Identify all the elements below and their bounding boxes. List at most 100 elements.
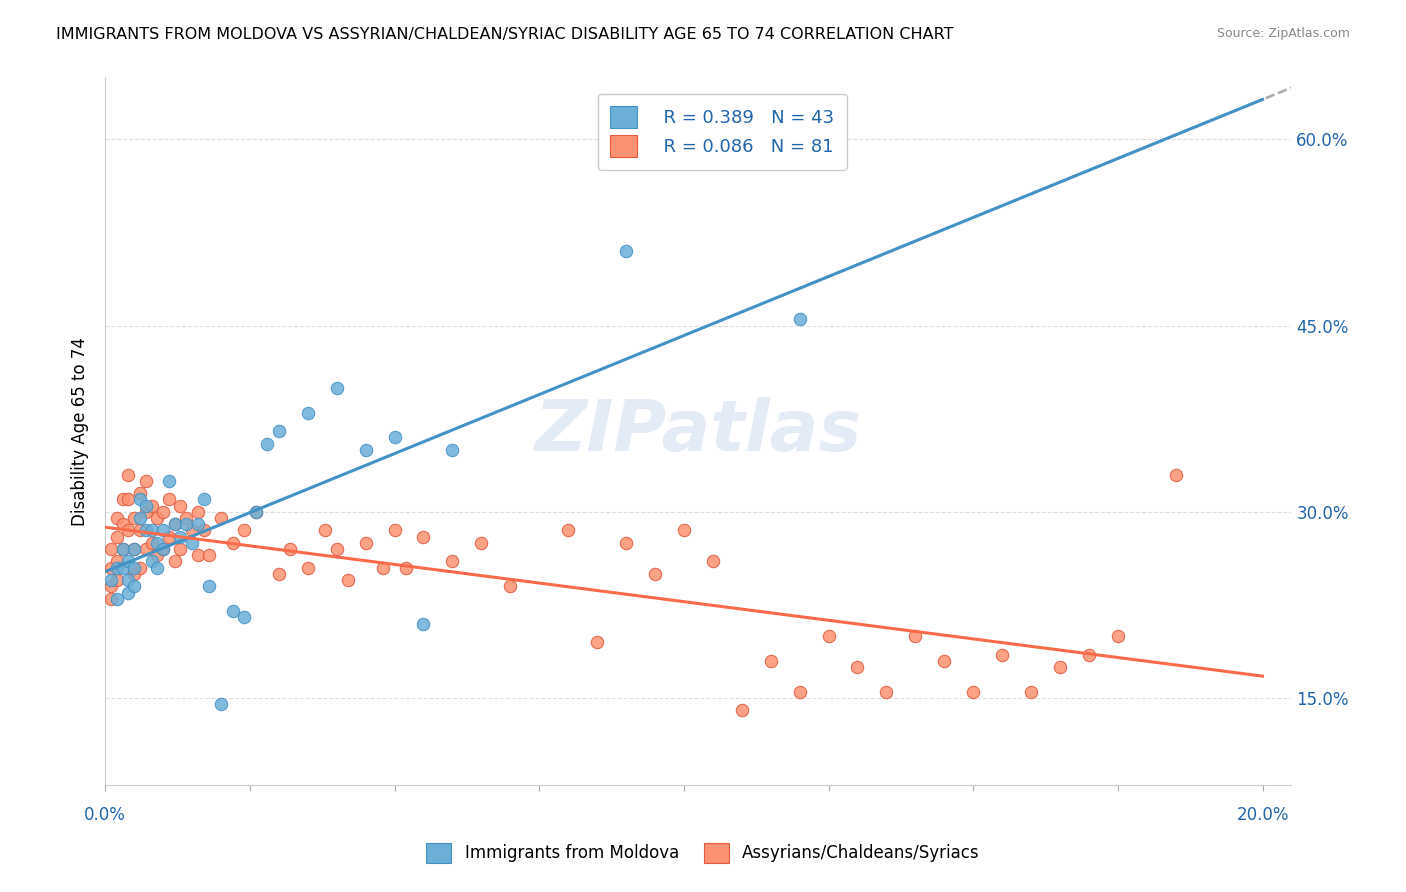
Point [384,524,406,538]
Point [100,560,122,574]
Point [846,660,869,674]
Point [117,573,139,587]
Point [789,685,811,699]
Point [117,492,139,507]
Point [672,524,695,538]
Point [187,517,209,532]
Point [325,381,347,395]
Point [962,685,984,699]
Point [245,505,267,519]
Point [297,560,319,574]
Point [100,573,122,587]
Point [122,511,145,525]
Point [117,524,139,538]
Point [117,467,139,482]
Point [152,505,174,519]
Point [146,536,169,550]
Point [100,591,122,606]
Point [105,573,128,587]
Point [337,573,360,587]
Legend:   R = 0.389   N = 43,   R = 0.086   N = 81: R = 0.389 N = 43, R = 0.086 N = 81 [598,94,846,170]
Point [152,542,174,557]
Point [441,442,464,457]
Point [174,517,197,532]
Point [111,542,134,557]
Point [209,511,232,525]
Point [122,542,145,557]
Point [267,566,290,581]
Point [193,492,215,507]
Point [904,629,927,643]
Point [152,542,174,557]
Point [117,585,139,599]
Point [157,530,180,544]
Point [105,511,128,525]
Point [111,517,134,532]
Point [384,430,406,444]
Point [141,524,163,538]
Point [441,554,464,568]
Point [280,542,302,557]
Point [991,648,1014,662]
Text: 20.0%: 20.0% [1236,806,1289,824]
Point [105,560,128,574]
Point [129,511,152,525]
Point [209,697,232,711]
Point [169,542,191,557]
Point [157,492,180,507]
Point [163,554,186,568]
Point [141,499,163,513]
Point [122,560,145,574]
Point [789,312,811,326]
Point [875,685,897,699]
Point [1019,685,1042,699]
Point [198,579,221,593]
Point [267,424,290,438]
Point [100,579,122,593]
Point [297,405,319,419]
Point [371,560,394,574]
Point [141,554,163,568]
Point [586,635,609,649]
Point [169,499,191,513]
Point [314,524,336,538]
Point [731,703,754,717]
Point [122,566,145,581]
Point [146,560,169,574]
Point [135,499,157,513]
Point [817,629,839,643]
Point [105,591,128,606]
Point [1164,467,1187,482]
Point [644,566,666,581]
Point [221,604,243,618]
Point [129,492,152,507]
Point [135,542,157,557]
Point [614,536,637,550]
Point [111,492,134,507]
Point [141,536,163,550]
Point [187,505,209,519]
Text: Source: ZipAtlas.com: Source: ZipAtlas.com [1216,27,1350,40]
Point [395,560,418,574]
Point [181,536,204,550]
Point [245,505,267,519]
Point [111,542,134,557]
Point [174,511,197,525]
Point [129,486,152,500]
Point [135,524,157,538]
Point [325,542,347,557]
Point [100,542,122,557]
Point [221,536,243,550]
Point [146,511,169,525]
Point [193,524,215,538]
Point [163,517,186,532]
Point [111,560,134,574]
Point [163,517,186,532]
Point [233,610,256,624]
Point [412,616,434,631]
Point [187,548,209,562]
Text: ZIPatlas: ZIPatlas [534,397,862,466]
Point [181,524,204,538]
Point [129,560,152,574]
Point [233,524,256,538]
